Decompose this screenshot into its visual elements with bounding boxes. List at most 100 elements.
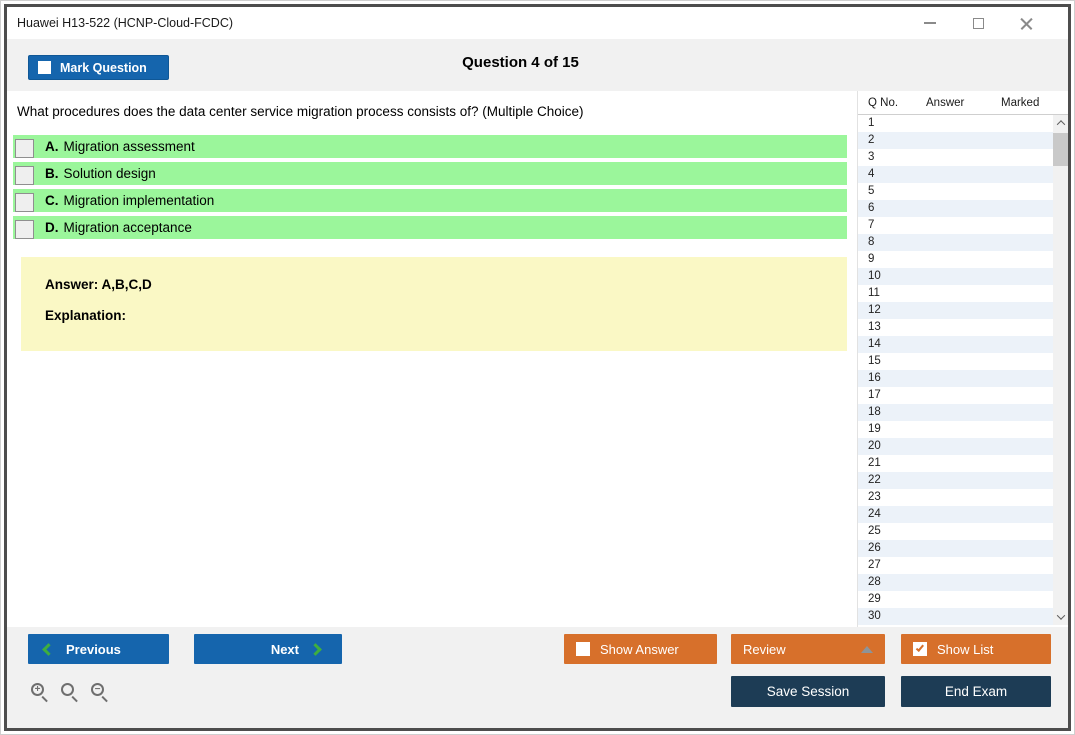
question-list-row[interactable]: 8: [858, 234, 1053, 251]
question-list-row[interactable]: 7: [858, 217, 1053, 234]
question-list-row[interactable]: 13: [858, 319, 1053, 336]
previous-label: Previous: [66, 641, 121, 657]
question-text: What procedures does the data center ser…: [17, 104, 584, 119]
question-list-row[interactable]: 1: [858, 115, 1053, 132]
question-list-row[interactable]: 21: [858, 455, 1053, 472]
option-d-checkbox[interactable]: [15, 220, 34, 239]
chevron-left-icon: [42, 642, 55, 656]
question-list-row[interactable]: 2: [858, 132, 1053, 149]
question-list-row[interactable]: 25: [858, 523, 1053, 540]
question-pane: What procedures does the data center ser…: [7, 91, 857, 627]
option-b-letter: B.: [45, 166, 59, 181]
question-list-row[interactable]: 6: [858, 200, 1053, 217]
answer-label: Answer: A,B,C,D: [45, 277, 152, 292]
show-answer-label: Show Answer: [600, 641, 679, 657]
option-b-checkbox[interactable]: [15, 166, 34, 185]
question-list-row[interactable]: 10: [858, 268, 1053, 285]
question-list-body: 1 2 3 4 5 6 7 8 9 10 11 12 13 14 15 16 17 18 19 20 21 22 23 24 2…: [858, 115, 1053, 625]
window-title: Huawei H13-522 (HCNP-Cloud-FCDC): [17, 16, 234, 30]
question-list-row[interactable]: 29: [858, 591, 1053, 608]
scrollbar-up-button[interactable]: [1053, 115, 1068, 131]
next-button[interactable]: Next: [194, 634, 342, 664]
question-list-row[interactable]: 15: [858, 353, 1053, 370]
header-marked: Marked: [1001, 96, 1040, 109]
question-list-panel: Q No. Answer Marked 1 2 3 4 5 6 7 8 9 10 11 12 13 14 1…: [857, 91, 1068, 627]
question-list-row[interactable]: 12: [858, 302, 1053, 319]
show-answer-button[interactable]: Show Answer: [564, 634, 717, 664]
triangle-up-icon: [861, 645, 873, 653]
minimize-button[interactable]: [906, 7, 954, 39]
question-list: 1 2 3 4 5 6 7 8 9 10 11 12 13 14 15 16 17 18 19 20 21 22 23 24 2…: [858, 115, 1068, 625]
question-list-row[interactable]: 30: [858, 608, 1053, 625]
save-session-button[interactable]: Save Session: [731, 676, 885, 707]
review-dropdown-button[interactable]: Review: [731, 634, 885, 664]
explanation-label: Explanation:: [45, 308, 127, 323]
option-a-text: Migration assessment: [63, 139, 195, 154]
previous-button[interactable]: Previous: [28, 634, 169, 664]
close-icon: [1020, 17, 1033, 30]
window-controls: [906, 7, 1068, 39]
question-counter: Question 4 of 15: [462, 54, 579, 71]
mark-question-label: Mark Question: [60, 60, 147, 75]
question-list-row[interactable]: 24: [858, 506, 1053, 523]
end-exam-button[interactable]: End Exam: [901, 676, 1051, 707]
question-list-row[interactable]: 23: [858, 489, 1053, 506]
option-row-a[interactable]: A. Migration assessment: [13, 135, 847, 158]
chevron-up-icon: [1056, 120, 1065, 129]
mark-question-button[interactable]: Mark Question: [28, 55, 169, 80]
app-window: Huawei H13-522 (HCNP-Cloud-FCDC) Mark Qu…: [4, 4, 1071, 731]
header-qno: Q No.: [868, 96, 899, 109]
next-label: Next: [270, 641, 299, 657]
question-list-row[interactable]: 4: [858, 166, 1053, 183]
content-area: What procedures does the data center ser…: [7, 91, 1068, 627]
question-list-row[interactable]: 9: [858, 251, 1053, 268]
mark-question-checkbox[interactable]: [38, 61, 51, 74]
checkmark-icon: [915, 643, 924, 652]
zoom-reset-button[interactable]: [61, 683, 78, 703]
question-list-scrollbar[interactable]: [1053, 115, 1068, 625]
option-c-checkbox[interactable]: [15, 193, 34, 212]
question-list-row[interactable]: 22: [858, 472, 1053, 489]
question-list-row[interactable]: 14: [858, 336, 1053, 353]
answer-explanation-box: Answer: A,B,C,D Explanation:: [21, 257, 847, 351]
option-a-letter: A.: [45, 139, 59, 154]
maximize-icon: [972, 17, 984, 29]
question-list-row[interactable]: 16: [858, 370, 1053, 387]
chevron-down-icon: [1056, 611, 1065, 620]
question-list-row[interactable]: 3: [858, 149, 1053, 166]
option-d-letter: D.: [45, 220, 59, 235]
minimize-icon: [924, 22, 936, 24]
chevron-right-icon: [309, 642, 322, 656]
option-c-letter: C.: [45, 193, 59, 208]
title-bar: Huawei H13-522 (HCNP-Cloud-FCDC): [7, 7, 1068, 39]
question-list-row[interactable]: 18: [858, 404, 1053, 421]
question-list-row[interactable]: 28: [858, 574, 1053, 591]
question-list-row[interactable]: 20: [858, 438, 1053, 455]
maximize-button[interactable]: [954, 7, 1002, 39]
show-list-button[interactable]: Show List: [901, 634, 1051, 664]
zoom-reset-icon: [61, 683, 74, 696]
zoom-out-icon: −: [91, 683, 104, 696]
option-row-d[interactable]: D. Migration acceptance: [13, 216, 847, 239]
end-exam-label: End Exam: [944, 684, 1008, 699]
scrollbar-down-button[interactable]: [1053, 609, 1068, 625]
option-row-b[interactable]: B. Solution design: [13, 162, 847, 185]
show-answer-checkbox[interactable]: [576, 642, 590, 656]
zoom-out-button[interactable]: −: [91, 683, 108, 703]
option-d-text: Migration acceptance: [63, 220, 192, 235]
option-a-checkbox[interactable]: [15, 139, 34, 158]
option-b-text: Solution design: [63, 166, 156, 181]
option-row-c[interactable]: C. Migration implementation: [13, 189, 847, 212]
question-list-row[interactable]: 5: [858, 183, 1053, 200]
review-label: Review: [743, 641, 786, 657]
question-list-row[interactable]: 11: [858, 285, 1053, 302]
show-list-checkbox[interactable]: [913, 642, 927, 656]
zoom-controls: + −: [31, 683, 108, 703]
question-list-row[interactable]: 26: [858, 540, 1053, 557]
scrollbar-thumb[interactable]: [1053, 133, 1068, 166]
close-button[interactable]: [1002, 7, 1050, 39]
question-list-row[interactable]: 19: [858, 421, 1053, 438]
question-list-row[interactable]: 27: [858, 557, 1053, 574]
zoom-in-button[interactable]: +: [31, 683, 48, 703]
question-list-row[interactable]: 17: [858, 387, 1053, 404]
